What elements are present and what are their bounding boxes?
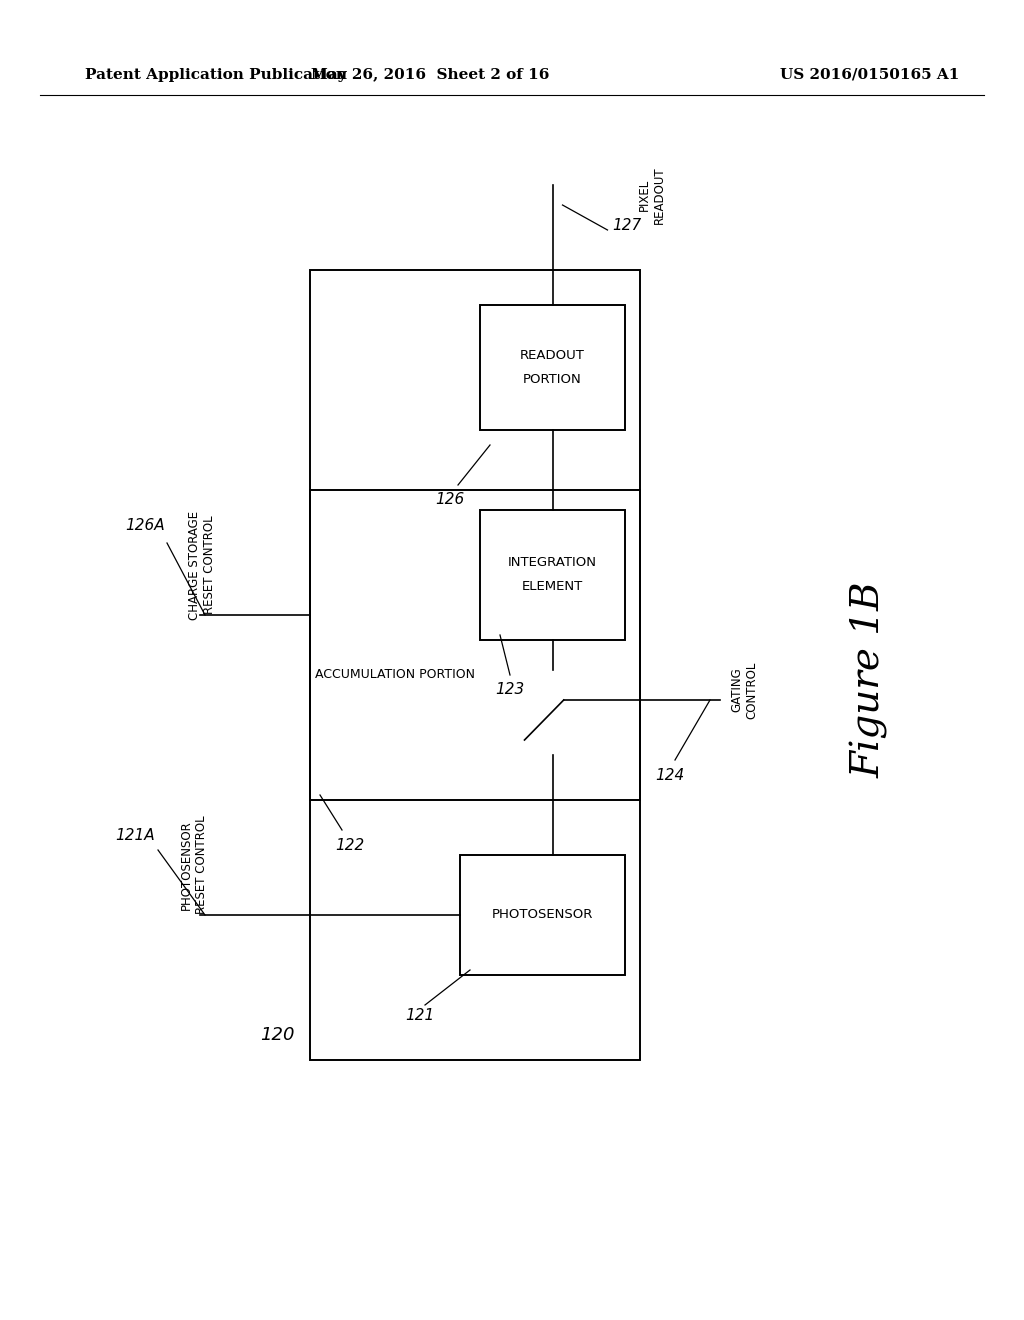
Text: CHARGE STORAGE
RESET CONTROL: CHARGE STORAGE RESET CONTROL	[188, 511, 216, 619]
Bar	[480, 305, 625, 430]
Text: ACCUMULATION PORTION: ACCUMULATION PORTION	[315, 668, 475, 681]
Text: PHOTOSENSOR
RESET CONTROL: PHOTOSENSOR RESET CONTROL	[180, 816, 208, 915]
Text: 124: 124	[655, 767, 685, 783]
Text: Patent Application Publication: Patent Application Publication	[85, 69, 347, 82]
Text: Figure 1B: Figure 1B	[851, 582, 889, 779]
Text: 122: 122	[336, 837, 365, 853]
Text: INTEGRATION: INTEGRATION	[508, 557, 597, 569]
Text: PIXEL
READOUT: PIXEL READOUT	[638, 166, 666, 224]
Text: 121A: 121A	[116, 828, 155, 842]
Text: May 26, 2016  Sheet 2 of 16: May 26, 2016 Sheet 2 of 16	[311, 69, 549, 82]
Text: READOUT: READOUT	[520, 348, 585, 362]
Bar	[310, 271, 640, 1060]
Bar	[480, 510, 625, 640]
Text: PHOTOSENSOR: PHOTOSENSOR	[492, 908, 593, 921]
Text: PORTION: PORTION	[523, 374, 582, 385]
Text: US 2016/0150165 A1: US 2016/0150165 A1	[780, 69, 959, 82]
Text: 127: 127	[612, 218, 642, 232]
Text: 123: 123	[496, 682, 524, 697]
Text: 126: 126	[435, 492, 465, 507]
Text: ELEMENT: ELEMENT	[522, 581, 583, 594]
Bar	[460, 855, 625, 975]
Text: 121: 121	[406, 1007, 434, 1023]
Text: 126A: 126A	[125, 517, 165, 532]
Bar	[310, 490, 640, 800]
Text: GATING
CONTROL: GATING CONTROL	[730, 661, 758, 718]
Text: 120: 120	[260, 1026, 295, 1044]
